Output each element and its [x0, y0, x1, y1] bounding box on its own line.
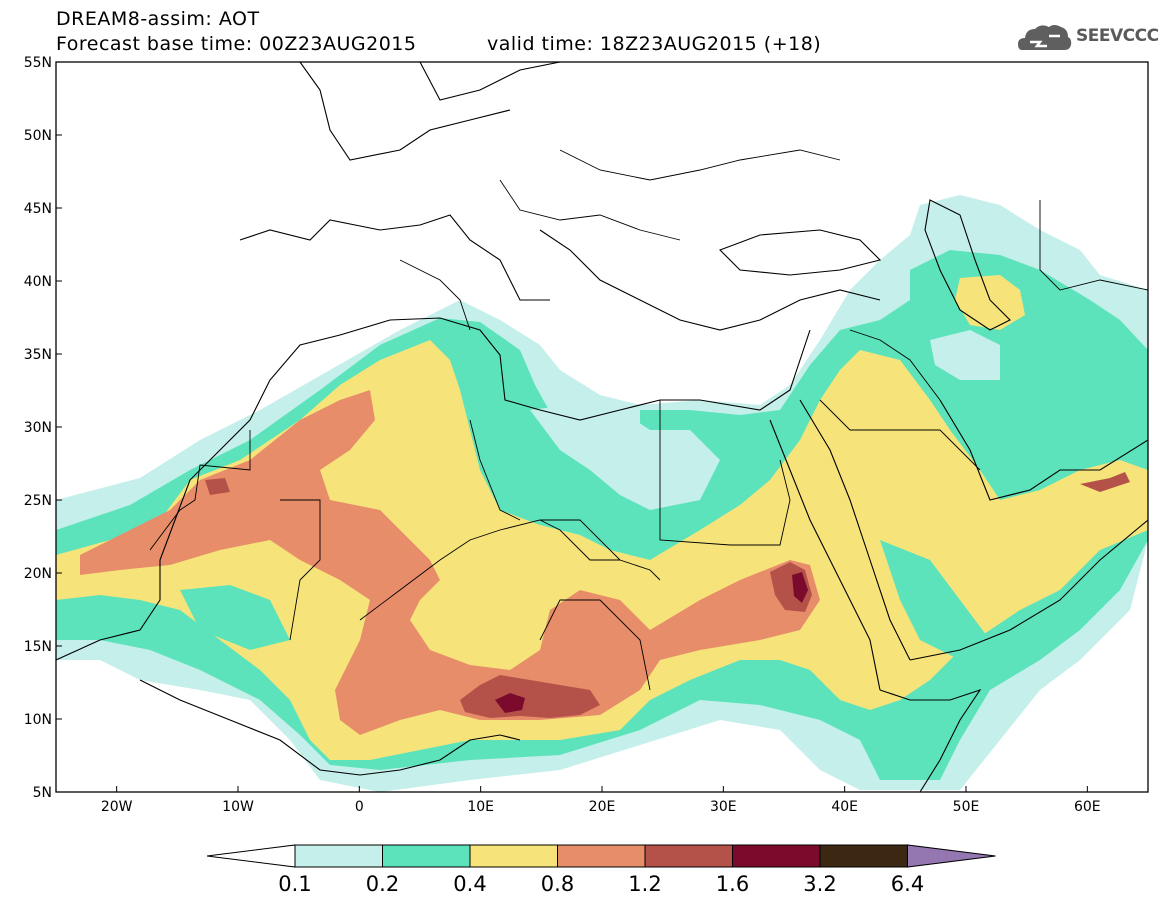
seevccc-logo: SEEVCCC [1016, 20, 1159, 58]
colorbar-box [294, 844, 383, 868]
lon-tick-label: 30E [710, 799, 737, 815]
colorbar-level-label: 1.6 [716, 872, 749, 896]
forecast-base-time: Forecast base time: 00Z23AUG2015 [56, 33, 417, 55]
lat-tick-label: 5N [33, 785, 52, 801]
colorbar-level-label: 0.8 [541, 872, 574, 896]
lat-tick-label: 25N [24, 493, 52, 509]
coastlines [56, 62, 1148, 792]
aot-contour-1.6 [495, 693, 525, 713]
logo-text: SEEVCCC [1076, 26, 1159, 46]
colorbar-over-triangle [907, 844, 996, 868]
aot-contour-0.1-patch [530, 405, 720, 510]
colorbar-box [819, 844, 908, 868]
lat-tick-label: 45N [24, 201, 52, 217]
lon-tick-label: 40E [831, 799, 858, 815]
aot-contour-1.6 [792, 572, 808, 603]
lon-tick-label: 20W [101, 799, 133, 815]
colorbar-box [644, 844, 733, 868]
aot-contour-0.8 [80, 390, 820, 735]
lat-tick-label: 50N [24, 128, 52, 144]
colorbar-under-triangle [206, 844, 296, 868]
latitude-ticks: 55N 50N 45N 40N 35N 30N 25N 20N 15N 10N 5N [24, 55, 62, 801]
aot-contour-1.2 [1080, 472, 1130, 492]
lat-tick-label: 35N [24, 347, 52, 363]
colorbar-level-label: 0.2 [366, 872, 399, 896]
colorbar-box [382, 844, 471, 868]
aot-contour-0.1-patch [930, 330, 1000, 380]
valid-time: valid time: 18Z23AUG2015 (+18) [487, 33, 822, 55]
aot-contour-1.2 [205, 478, 230, 495]
colorbar-box [469, 844, 558, 868]
lat-tick-label: 30N [24, 420, 52, 436]
longitude-ticks: 20W 10W 0 10E 20E 30E 40E 50E 60E [101, 786, 1101, 815]
lat-tick-label: 40N [24, 274, 52, 290]
lat-tick-label: 55N [24, 55, 52, 71]
lon-tick-label: 60E [1074, 799, 1101, 815]
colorbar-box [557, 844, 646, 868]
lon-tick-label: 10W [222, 799, 254, 815]
colorbar-box [732, 844, 821, 868]
aot-contour-0.4-patch [955, 275, 1025, 330]
colorbar-level-label: 1.2 [628, 872, 661, 896]
aot-contour-0.2-patch [180, 585, 290, 650]
colorbar-level-label: 0.1 [278, 872, 311, 896]
lat-tick-label: 20N [24, 566, 52, 582]
aot-contour-1.2 [460, 675, 600, 718]
aot-contour-0.2-patch [880, 540, 990, 660]
lon-tick-label: 50E [953, 799, 980, 815]
lon-tick-label: 10E [467, 799, 494, 815]
map-title: DREAM8-assim: AOT [56, 8, 260, 30]
lat-tick-label: 10N [24, 712, 52, 728]
lat-tick-label: 15N [24, 639, 52, 655]
lon-tick-label: 20E [589, 799, 616, 815]
colorbar-level-label: 6.4 [891, 872, 924, 896]
colorbar-level-label: 0.4 [453, 872, 486, 896]
lon-tick-label: 0 [355, 799, 364, 815]
aot-field [56, 62, 1148, 792]
colorbar-level-label: 3.2 [803, 872, 836, 896]
cloud-icon [1018, 25, 1072, 50]
